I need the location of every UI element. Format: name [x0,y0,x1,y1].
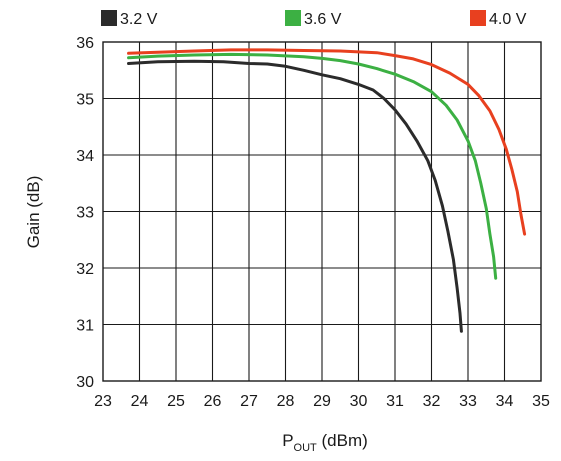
x-tick-label: 33 [459,393,477,410]
y-tick-label: 32 [76,261,94,278]
x-axis-label-subscript: OUT [294,442,318,454]
legend-label: 4.0 V [489,11,527,28]
legend-label: 3.6 V [304,11,342,28]
x-tick-label: 31 [386,393,404,410]
x-tick-label: 32 [423,393,441,410]
x-axis-label-main: P [282,431,293,450]
series-line [127,52,498,280]
x-tick-label: 23 [94,393,112,410]
y-tick-label: 30 [76,374,94,391]
x-axis-label: POUT (dBm) [282,431,368,454]
y-tick-label: 31 [76,318,94,335]
x-tick-label: 25 [167,393,185,410]
series-lines [127,48,527,333]
x-tick-label: 35 [532,393,550,410]
y-tick-label: 33 [76,205,94,222]
x-tick-label: 24 [131,393,149,410]
legend-swatch [285,10,301,26]
legend-swatch [470,10,486,26]
y-tick-label: 34 [76,148,94,165]
series-line [127,59,463,333]
y-axis-label: Gain (dB) [24,176,43,249]
x-tick-label: 27 [240,393,258,410]
x-tick-label: 29 [313,393,331,410]
grid [103,42,541,381]
plot-frame [102,41,542,382]
legend-swatch [101,10,117,26]
x-tick-label: 28 [277,393,295,410]
legend-label: 3.2 V [120,11,158,28]
x-tick-label: 30 [350,393,368,410]
x-axis-label-unit: (dBm) [317,431,368,450]
x-tick-labels: 23 24 25 26 27 28 29 30 31 32 33 34 35 [94,393,550,410]
y-tick-label: 36 [76,35,94,52]
x-tick-label: 34 [496,393,514,410]
legend: 3.2 V 3.6 V 4.0 V [101,10,527,28]
series-line [127,48,527,236]
x-tick-label: 26 [204,393,222,410]
y-tick-labels: 30 31 32 33 34 35 36 [76,35,94,391]
y-tick-label: 35 [76,92,94,109]
